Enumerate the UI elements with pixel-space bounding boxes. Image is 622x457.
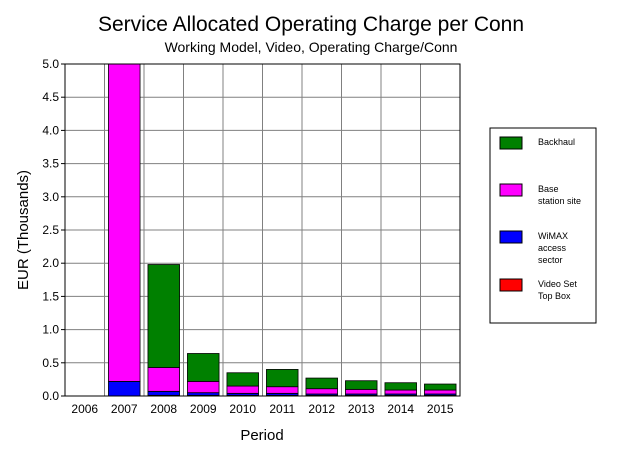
legend-swatch <box>499 278 523 292</box>
plot-area: 0.0 0.5 1.0 1.5 2.0 2.5 3.0 3.5 4.0 4.5 5.0 2006 200… <box>42 57 461 416</box>
legend-label: Base <box>538 184 559 194</box>
bar-segment <box>305 377 338 390</box>
y-tick-label: 4.5 <box>42 90 59 104</box>
bar-segment <box>384 382 417 391</box>
x-tick-label: 2010 <box>229 402 256 416</box>
y-axis-label: EUR (Thousands) <box>15 170 32 290</box>
legend-label: Top Box <box>538 291 571 301</box>
y-tick-label: 2.5 <box>42 223 59 237</box>
chart-subtitle: Working Model, Video, Operating Charge/C… <box>165 39 458 55</box>
x-axis-label: Period <box>240 427 283 444</box>
bar-segment <box>108 380 141 397</box>
bar-segment <box>226 372 259 387</box>
bar-segment <box>424 389 457 395</box>
x-tick-label: 2011 <box>269 402 295 416</box>
legend-label: station site <box>538 196 581 206</box>
bar-segment <box>108 63 141 382</box>
y-tick-label: 0.0 <box>42 389 59 403</box>
bar-segment <box>345 388 378 395</box>
legend: Backhaul Base station site WiMAX access secto… <box>489 127 597 324</box>
legend-swatch <box>499 136 523 150</box>
x-tick-label: 2007 <box>111 402 138 416</box>
bar-segment <box>345 380 378 390</box>
bar-segment <box>147 390 180 396</box>
legend-label: access <box>538 243 567 253</box>
bar-segment <box>424 383 457 391</box>
bar-segment <box>266 369 299 388</box>
legend-label: Backhaul <box>538 137 575 147</box>
y-tick-label: 0.5 <box>42 356 59 370</box>
bar-segment <box>266 386 299 394</box>
x-tick-label: 2013 <box>348 402 375 416</box>
y-tick-label: 3.5 <box>42 157 59 171</box>
x-tick-label: 2012 <box>308 402 335 416</box>
bar-segment <box>147 264 180 368</box>
x-tick-label: 2015 <box>427 402 454 416</box>
legend-label: WiMAX <box>538 231 568 241</box>
bar-segment <box>187 380 220 394</box>
y-tick-label: 3.0 <box>42 190 59 204</box>
x-tick-label: 2009 <box>190 402 217 416</box>
legend-swatch <box>499 230 523 244</box>
y-tick-label: 4.0 <box>42 123 59 137</box>
x-tick-label: 2014 <box>387 402 414 416</box>
x-tick-label: 2008 <box>150 402 177 416</box>
y-tick-label: 1.5 <box>42 289 59 303</box>
plot-border <box>64 63 461 397</box>
bar-segment <box>226 385 259 394</box>
x-tick-label: 2006 <box>71 402 98 416</box>
legend-label: sector <box>538 255 563 265</box>
bar-segment <box>384 389 417 395</box>
bar-segment <box>187 353 220 382</box>
y-tick-label: 2.0 <box>42 256 59 270</box>
chart-title: Service Allocated Operating Charge per C… <box>98 13 524 36</box>
bar-segment <box>305 388 338 395</box>
y-tick-label: 1.0 <box>42 323 59 337</box>
y-tick-label: 5.0 <box>42 57 59 71</box>
legend-label: Video Set <box>538 279 577 289</box>
bar-segment <box>147 367 180 392</box>
legend-swatch <box>499 183 523 197</box>
